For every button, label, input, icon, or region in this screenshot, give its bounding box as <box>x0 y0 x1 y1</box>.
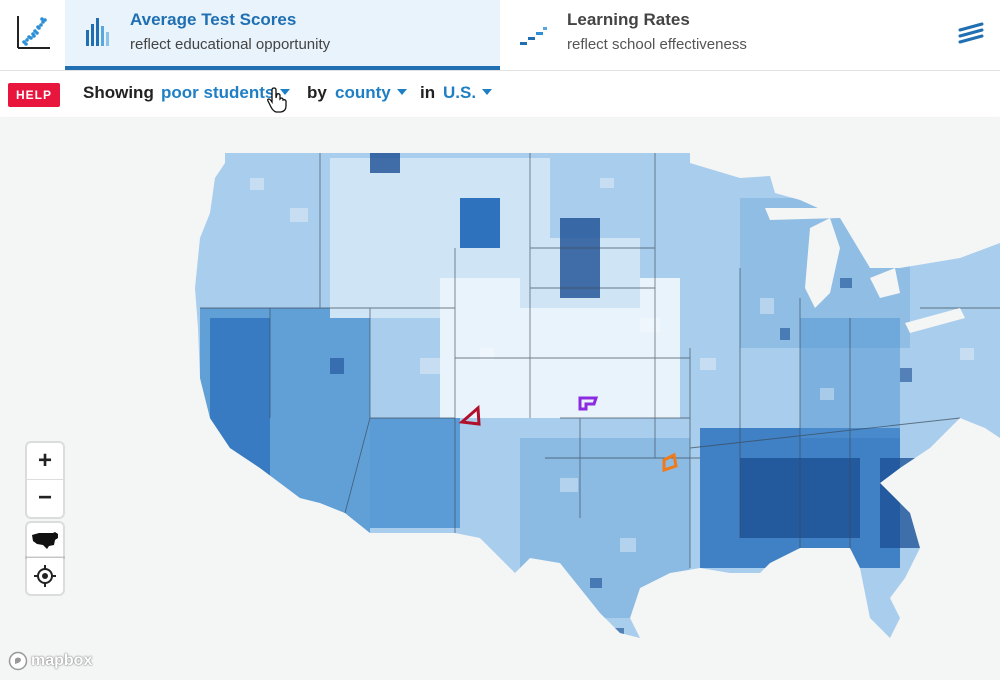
highlight-marker-red[interactable] <box>458 404 481 426</box>
subgroup-value: poor students <box>161 83 275 102</box>
hand-pointer-icon <box>267 87 287 113</box>
help-button[interactable]: HELP <box>8 83 60 107</box>
mapbox-attribution[interactable]: mapbox <box>8 650 92 672</box>
chevron-down-icon <box>396 88 407 95</box>
tab-subtitle: reflect school effectiveness <box>567 36 747 53</box>
app-logo-button[interactable] <box>0 0 64 70</box>
showing-label: Showing <box>83 83 154 102</box>
zoom-out-button[interactable]: − <box>37 484 52 511</box>
tab-learning-rates[interactable]: Learning Rates reflect school effectiven… <box>500 0 920 70</box>
chevron-down-icon <box>280 88 291 95</box>
us-map-icon <box>32 532 58 549</box>
crosshair-icon <box>34 565 56 587</box>
layers-menu-button[interactable] <box>954 18 988 52</box>
bar-chart-icon <box>86 18 109 46</box>
zoom-in-button[interactable]: + <box>27 443 63 480</box>
chevron-down-icon <box>482 88 493 95</box>
in-label: in <box>420 83 436 102</box>
area-value: U.S. <box>443 83 477 102</box>
top-bar: Average Test Scores reflect educational … <box>0 0 1000 71</box>
area-dropdown[interactable]: U.S. <box>443 83 493 103</box>
mapbox-label: mapbox <box>31 652 93 669</box>
scatter-chart-icon <box>17 16 50 49</box>
layers-menu-icon <box>958 22 984 44</box>
locate-me-button[interactable] <box>27 558 63 594</box>
highlight-marker-purple[interactable] <box>578 396 599 411</box>
reset-to-us-button[interactable] <box>27 523 63 557</box>
control-bar: HELP Showing poor students by county in … <box>0 71 1000 117</box>
region-dropdown[interactable]: county <box>335 83 407 103</box>
mapbox-logo-icon <box>8 651 28 671</box>
zoom-controls: + − <box>27 443 63 517</box>
tab-title: Learning Rates <box>567 10 690 29</box>
by-label: by <box>307 83 327 102</box>
subgroup-dropdown[interactable]: poor students <box>161 83 291 103</box>
tab-subtitle: reflect educational opportunity <box>130 36 331 53</box>
step-dashes-icon <box>520 27 547 45</box>
us-county-map[interactable] <box>0 118 1000 680</box>
choropleth-map[interactable]: + − <box>0 118 1000 680</box>
region-value: county <box>335 83 391 102</box>
tab-title: Average Test Scores <box>130 10 297 29</box>
tab-average-test-scores[interactable]: Average Test Scores reflect educational … <box>65 0 500 70</box>
highlight-marker-orange[interactable] <box>662 452 678 473</box>
